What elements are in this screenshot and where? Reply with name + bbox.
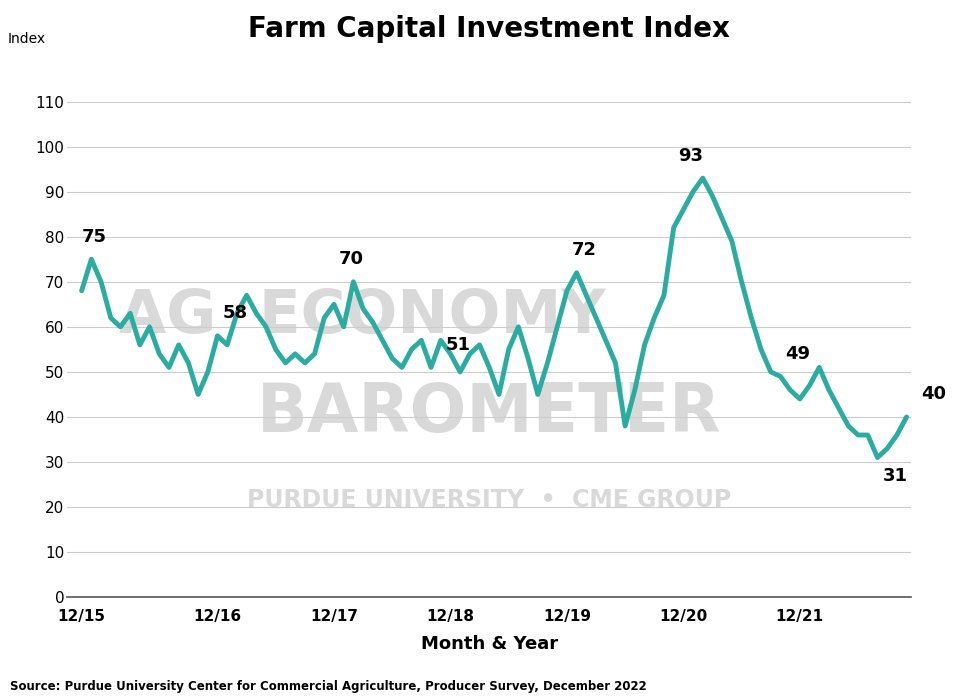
Text: 72: 72 (572, 242, 597, 259)
Text: 31: 31 (882, 466, 907, 484)
Text: 75: 75 (82, 228, 107, 246)
Text: 70: 70 (339, 251, 364, 268)
Text: 93: 93 (679, 147, 704, 165)
Text: 49: 49 (785, 345, 810, 363)
Text: 58: 58 (223, 304, 248, 322)
Text: 51: 51 (445, 336, 470, 354)
Text: PURDUE UNIVERSITY  •  CME GROUP: PURDUE UNIVERSITY • CME GROUP (247, 488, 732, 512)
Text: 40: 40 (922, 386, 947, 404)
Text: AG  ECONOMY: AG ECONOMY (119, 287, 606, 345)
X-axis label: Month & Year: Month & Year (420, 635, 558, 653)
Text: BAROMETER: BAROMETER (257, 381, 722, 446)
Title: Farm Capital Investment Index: Farm Capital Investment Index (249, 15, 731, 43)
Text: Source: Purdue University Center for Commercial Agriculture, Producer Survey, De: Source: Purdue University Center for Com… (10, 679, 646, 693)
Text: Index: Index (8, 31, 46, 46)
